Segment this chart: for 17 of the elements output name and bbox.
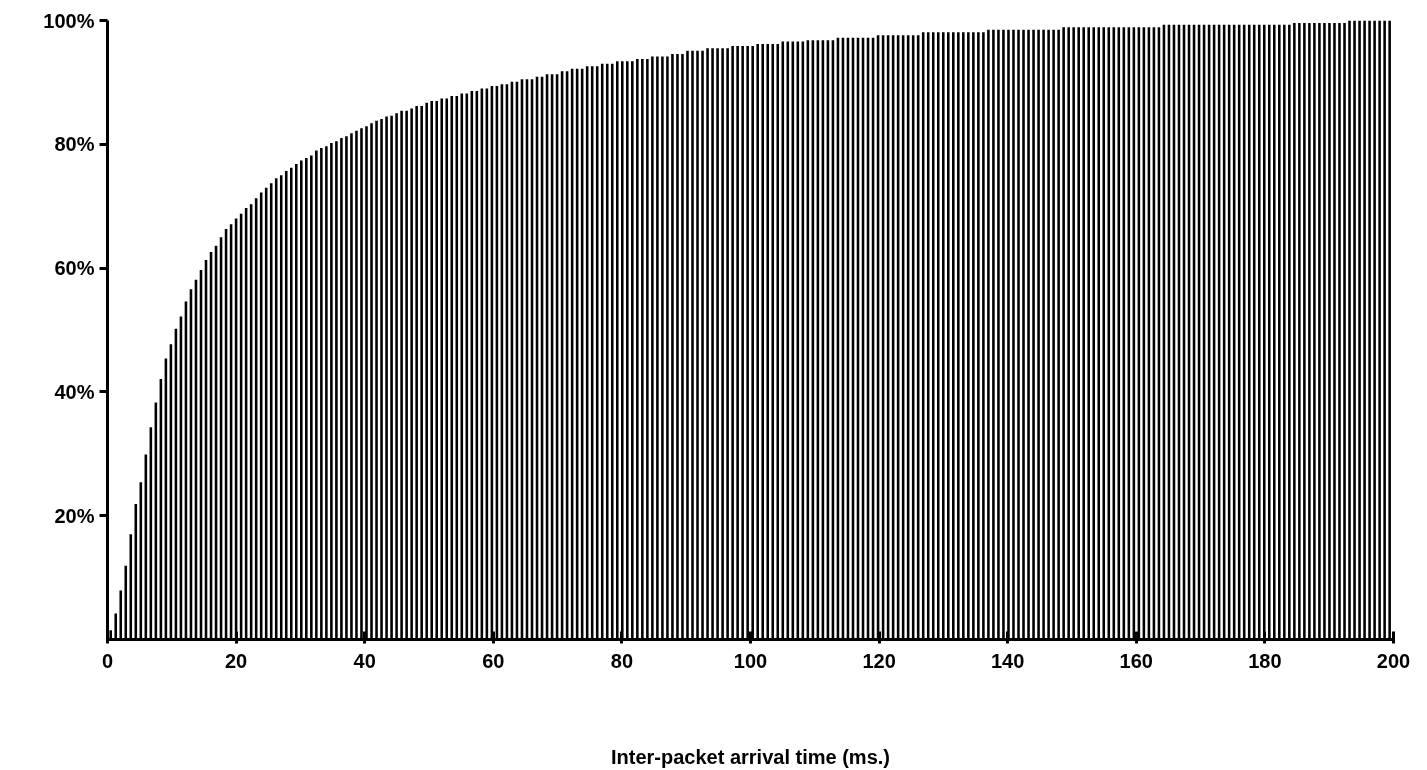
x-tick-label: 200: [1376, 649, 1411, 672]
x-tick-label: 0: [101, 649, 114, 672]
x-tick-label: 100: [733, 649, 768, 672]
x-axis-title: Inter-packet arrival time (ms.): [611, 745, 890, 768]
y-tick-label: 40%: [54, 380, 95, 403]
x-tick-label: 160: [1119, 649, 1153, 672]
x-tick-label: 120: [862, 649, 896, 672]
x-tick-label: 140: [991, 649, 1025, 672]
x-tick-label: 80: [610, 649, 634, 672]
y-tick-label: 80%: [54, 133, 95, 156]
y-tick-label: 100%: [43, 9, 95, 32]
y-tick-label: 20%: [54, 504, 95, 527]
y-tick-label: 60%: [54, 257, 95, 280]
x-tick-label: 40: [353, 649, 376, 672]
x-tick-label: 180: [1248, 649, 1282, 672]
x-tick-label: 20: [224, 649, 248, 672]
x-tick-label: 60: [482, 649, 505, 672]
